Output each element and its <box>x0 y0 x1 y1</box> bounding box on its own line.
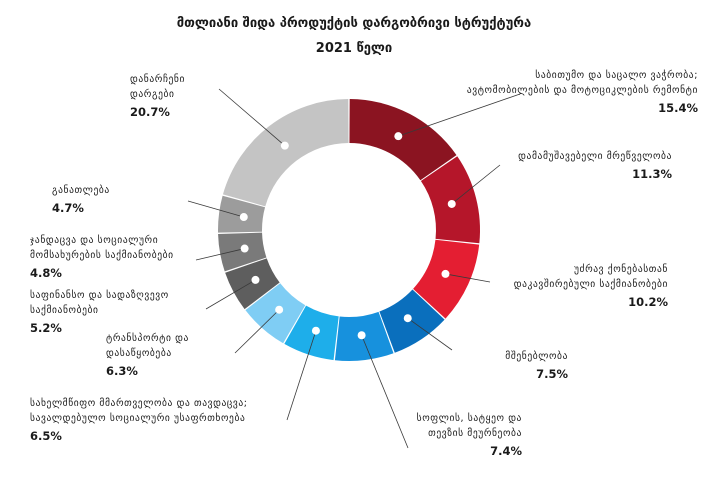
leader-line <box>195 248 245 261</box>
slice-value: 20.7% <box>130 105 170 119</box>
leader-line <box>445 273 491 283</box>
slice-marker <box>240 244 249 253</box>
leader-line <box>205 279 256 310</box>
slice-value: 6.3% <box>106 364 138 378</box>
slice-label: დამამუშავებელი მრეწველობა <box>518 151 672 162</box>
slice-label: ტრანსპორტი და <box>106 333 189 344</box>
slice-marker <box>403 314 412 323</box>
donut-slice <box>225 258 280 310</box>
leader-line <box>234 309 280 354</box>
chart-subtitle: 2021 წელი <box>316 41 392 56</box>
slice-marker <box>311 326 320 335</box>
slice-label: საფინანსო და სადაზღვევო <box>30 290 169 301</box>
slice-label: მშენებლობა <box>505 351 568 362</box>
slice-value: 7.5% <box>536 367 568 381</box>
slice-label: დაკავშირებული საქმიანობები <box>514 279 668 290</box>
slice-label: უძრავ ქონებასთან <box>574 264 668 275</box>
slice-label: სოფლის, სატყეო და <box>417 413 522 424</box>
slice-marker <box>357 331 366 340</box>
slice-value: 7.4% <box>490 444 522 458</box>
slice-value: 4.8% <box>30 266 62 280</box>
slice-marker <box>280 141 289 150</box>
slice-label: დარგები <box>130 89 175 100</box>
slice-value: 4.7% <box>52 201 84 215</box>
slice-label: საბითუმო და საცალო ვაჭრობა; <box>535 70 698 81</box>
leader-line <box>451 164 501 205</box>
donut-slice <box>284 305 339 361</box>
donut-slice <box>222 99 349 207</box>
chart-title: მთლიანი შიდა პროდუქტის დარგობრივი სტრუქტ… <box>177 16 531 31</box>
slice-value: 15.4% <box>658 101 698 115</box>
slice-label: სავალდებულო სოციალური უსაფრთხოება <box>30 413 245 424</box>
slice-label: საქმიანობები <box>30 305 99 316</box>
leader-line <box>407 317 453 351</box>
slice-marker <box>275 305 284 314</box>
leader-line <box>218 88 286 146</box>
donut-slice <box>218 232 267 272</box>
slice-labels: საბითუმო და საცალო ვაჭრობა; ავტომობილების… <box>30 70 698 458</box>
slice-label: ჯანდაცვა და სოციალური <box>30 235 158 246</box>
slice-marker <box>239 213 248 222</box>
leader-line <box>361 335 409 449</box>
leader-line <box>286 330 317 421</box>
slice-marker <box>441 269 450 278</box>
donut-slice <box>349 99 457 181</box>
leader-line <box>187 200 244 218</box>
leader-line <box>398 93 521 137</box>
leader-lines <box>187 88 521 449</box>
slice-marker <box>251 275 260 284</box>
slice-label: დანარჩენი <box>130 74 185 85</box>
slice-label: თევზის მეურნეობა <box>428 428 522 439</box>
slice-value: 5.2% <box>30 321 62 335</box>
slice-label: ავტომობილების და მოტოციკლების რემონტი <box>467 85 698 96</box>
slice-label: სახელმწიფო მმართველობა და თავდაცვა; <box>30 398 248 409</box>
slice-marker <box>447 199 456 208</box>
donut-slices <box>218 99 480 361</box>
slice-label: მომსახურების საქმიანობები <box>30 250 174 261</box>
slice-value: 11.3% <box>632 167 672 181</box>
slice-label: განათლება <box>52 185 110 196</box>
slice-label: დასაწყობება <box>106 348 172 359</box>
donut-slice <box>420 156 480 244</box>
slice-value: 6.5% <box>30 429 62 443</box>
donut-slice <box>413 239 480 319</box>
slice-value: 10.2% <box>628 295 668 309</box>
slice-marker <box>394 132 403 141</box>
